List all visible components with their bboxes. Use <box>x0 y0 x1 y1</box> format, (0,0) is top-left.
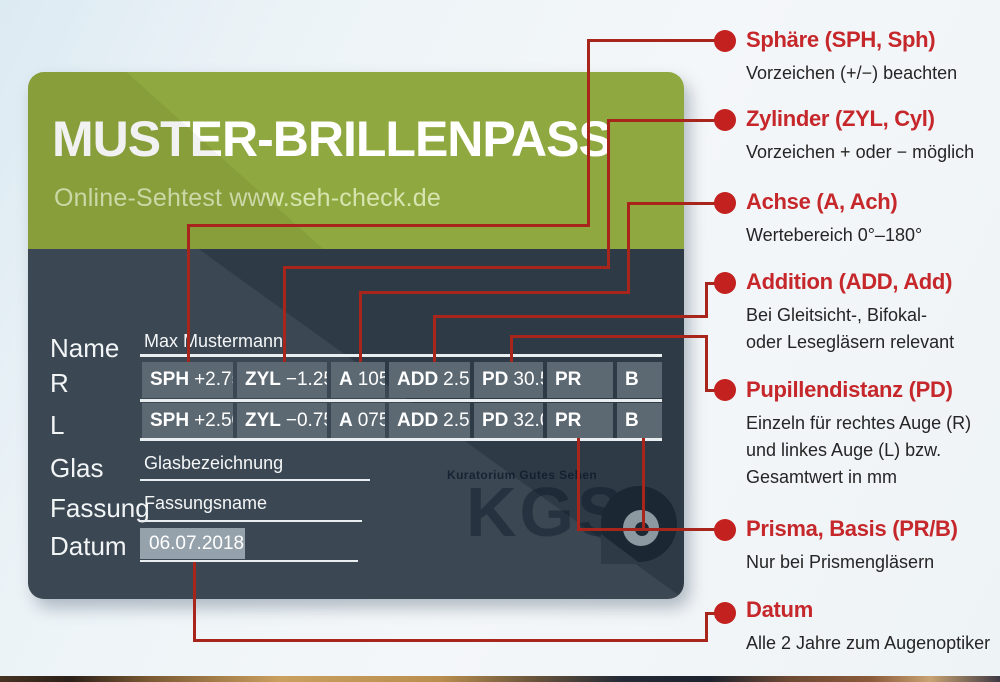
annotation-title: Sphäre (SPH, Sph) <box>746 27 936 52</box>
table-line-mid <box>140 399 662 402</box>
datum-label: Datum <box>50 531 127 561</box>
datum-value: 06.07.2018 <box>140 528 245 559</box>
cell-value: −1.25 <box>285 369 327 390</box>
annotation-text: und linkes Auge (L) bzw. <box>746 440 942 460</box>
cell-value: 105 <box>357 369 385 390</box>
cell-key: PD <box>482 410 509 431</box>
annotation-text: Einzeln für rechtes Auge (R) <box>746 413 972 433</box>
cell-key: SPH <box>150 369 190 390</box>
cell-key: PR <box>555 369 582 390</box>
annotation-addition: Addition (ADD, Add) Bei Gleitsicht-, Bif… <box>746 269 996 356</box>
glas-label: Glas <box>50 453 104 483</box>
annotation-text: Vorzeichen (+/−) beachten <box>746 63 958 83</box>
cell-value: −0.75 <box>285 410 327 431</box>
cell-r-pr: PR <box>547 362 613 398</box>
fassung-underline <box>140 520 362 522</box>
annotation-pupillendistanz: Pupillendistanz (PD) Einzeln für rechtes… <box>746 377 996 491</box>
bottom-photo-sliver <box>0 676 1000 682</box>
connector-dot <box>714 272 736 294</box>
cell-r-b: B <box>617 362 662 398</box>
card-header: MUSTER-BRILLENPASS Online-Sehtest www.se… <box>28 72 684 249</box>
annotation-achse: Achse (A, Ach) Wertebereich 0°–180° <box>746 189 996 249</box>
cell-value: +2.50 <box>194 410 233 431</box>
annotation-title: Prisma, Basis (PR/B) <box>746 516 958 541</box>
kgs-watermark-text: Kuratorium Gutes Sehen <box>447 468 598 482</box>
annotation-title: Zylinder (ZYL, Cyl) <box>746 106 935 131</box>
cell-r-a: A 105 <box>331 362 385 398</box>
glas-value: Glasbezeichnung <box>144 453 284 473</box>
cell-key: A <box>339 369 353 390</box>
kgs-watermark-abbr: KGS <box>466 473 627 551</box>
connector-dot <box>714 379 736 401</box>
cell-key: A <box>339 410 353 431</box>
kgs-eye-logo-icon <box>601 486 677 564</box>
cell-key: ADD <box>397 369 439 390</box>
annotation-datum: Datum Alle 2 Jahre zum Augenoptiker <box>746 597 996 657</box>
cell-value: 32.0 <box>513 410 543 431</box>
annotation-title: Datum <box>746 597 813 622</box>
glas-underline <box>140 479 370 481</box>
cell-l-sph: SPH+2.50 <box>142 403 233 439</box>
table-line-bottom <box>140 438 662 441</box>
cell-value: 075 <box>357 410 385 431</box>
annotation-zylinder: Zylinder (ZYL, Cyl) Vorzeichen + oder − … <box>746 106 996 166</box>
connector-line <box>705 335 708 392</box>
name-value: Max Mustermann <box>144 331 284 351</box>
annotation-prisma-basis: Prisma, Basis (PR/B) Nur bei Prismengläs… <box>746 516 996 576</box>
annotation-text: Alle 2 Jahre zum Augenoptiker <box>746 633 991 653</box>
connector-dot <box>714 602 736 624</box>
cell-key: PR <box>555 410 582 431</box>
table-line-top <box>140 354 662 357</box>
connector-dot <box>714 519 736 541</box>
cell-key: ZYL <box>245 410 281 431</box>
fassung-value: Fassungsname <box>144 493 268 513</box>
connector-dot <box>714 192 736 214</box>
cell-value: 2.50 <box>443 410 470 431</box>
cell-key: PD <box>482 369 509 390</box>
fassung-label: Fassung <box>50 493 150 523</box>
connector-line <box>587 39 725 42</box>
annotation-title: Addition (ADD, Add) <box>746 269 953 294</box>
connector-line <box>705 282 725 285</box>
cell-key: ADD <box>397 410 439 431</box>
connector-line <box>193 639 708 642</box>
cell-value: 2.50 <box>443 369 470 390</box>
name-label: Name <box>50 333 120 363</box>
datum-underline <box>140 560 358 562</box>
cell-value: 30.5 <box>513 369 543 390</box>
cell-key: B <box>625 369 639 390</box>
cell-l-zyl: ZYL−0.75 <box>237 403 327 439</box>
connector-dot <box>714 30 736 52</box>
cell-r-zyl: ZYL−1.25 <box>237 362 327 398</box>
annotation-text: Nur bei Prismengläsern <box>746 552 935 572</box>
cell-key: SPH <box>150 410 190 431</box>
annotation-text: Gesamtwert in mm <box>746 467 898 487</box>
cell-key: ZYL <box>245 369 281 390</box>
right-eye-label: R <box>50 368 69 398</box>
cell-l-a: A 075 <box>331 403 385 439</box>
connector-line <box>705 612 708 642</box>
annotation-sphaere: Sphäre (SPH, Sph) Vorzeichen (+/−) beach… <box>746 27 996 87</box>
annotation-title: Achse (A, Ach) <box>746 189 898 214</box>
cell-r-sph: SPH+2.75 <box>142 362 233 398</box>
connector-line <box>705 282 708 317</box>
connector-line <box>705 389 725 392</box>
cell-key: B <box>625 410 639 431</box>
connector-line <box>705 612 725 615</box>
cell-l-b: B <box>617 403 662 439</box>
brillenpass-card: MUSTER-BRILLENPASS Online-Sehtest www.se… <box>28 72 684 599</box>
annotation-text: oder Lesegläsern relevant <box>746 332 955 352</box>
connector-dot <box>714 109 736 131</box>
annotation-text: Bei Gleitsicht-, Bifokal- <box>746 305 928 325</box>
annotation-title: Pupillendistanz (PD) <box>746 377 953 402</box>
cell-value: +2.75 <box>194 369 233 390</box>
annotation-text: Wertebereich 0°–180° <box>746 225 923 245</box>
cell-l-pr: PR <box>547 403 613 439</box>
left-eye-label: L <box>50 410 65 440</box>
annotation-text: Vorzeichen + oder − möglich <box>746 142 975 162</box>
